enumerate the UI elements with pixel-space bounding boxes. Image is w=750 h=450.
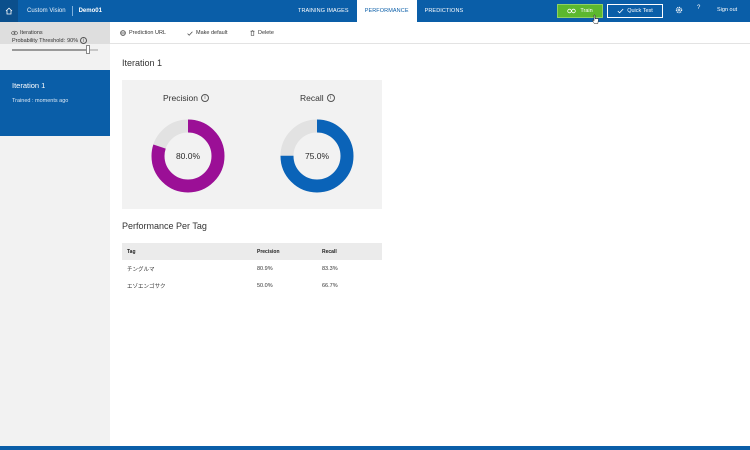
page-title: Iteration 1 [122, 58, 163, 68]
checkmark-icon [617, 8, 624, 14]
recall-cell: 66.7% [322, 282, 338, 289]
make-default-button[interactable]: Make default [187, 30, 228, 36]
tab-performance[interactable]: PERFORMANCE [356, 0, 417, 22]
recall-donut-chart [280, 119, 354, 193]
check-icon [187, 31, 193, 36]
per-tag-table: Tag Precision Recall チングルマ 80.9% 83.3% エ… [122, 243, 382, 294]
column-header-precision[interactable]: Precision [257, 248, 280, 255]
trash-icon [250, 30, 255, 36]
recall-label-text: Recall [300, 93, 324, 103]
precision-label: Precision i [163, 93, 209, 103]
make-default-label: Make default [196, 30, 228, 36]
bottom-border [0, 446, 750, 450]
header-separator [71, 6, 73, 16]
info-icon[interactable]: i [200, 94, 209, 102]
metrics-panel: Precision i Recall i 80.0% 75.0% [122, 80, 382, 209]
probability-threshold: Probability Threshold: 90% i [12, 37, 88, 44]
iteration-toolbar: Prediction URL Make default Delete [110, 22, 750, 44]
eye-icon [11, 30, 18, 36]
info-icon[interactable]: i [326, 94, 335, 102]
per-tag-section-title: Performance Per Tag [122, 221, 207, 231]
table-row: エゾエンゴサク 50.0% 66.7% [122, 277, 382, 294]
tag-cell: エゾエンゴサク [127, 283, 166, 290]
home-icon [5, 7, 13, 15]
info-icon[interactable]: i [80, 37, 88, 44]
precision-cell: 80.9% [257, 265, 273, 272]
threshold-slider-thumb[interactable] [86, 45, 91, 54]
precision-cell: 50.0% [257, 282, 273, 289]
table-header-row: Tag Precision Recall [122, 243, 382, 260]
train-label: Train [580, 8, 593, 14]
precision-value: 80.0% [175, 151, 201, 161]
iteration-trained-time: Trained : moments ago [12, 98, 69, 104]
precision-donut-chart [151, 119, 225, 193]
prediction-url-label: Prediction URL [129, 30, 166, 36]
tab-predictions[interactable]: PREDICTIONS [424, 8, 464, 14]
threshold-value: 90% [67, 37, 79, 44]
delete-button[interactable]: Delete [250, 30, 274, 36]
recall-donut-arc [280, 119, 354, 193]
iteration-title: Iteration 1 [12, 81, 46, 90]
settings-gear-icon[interactable] [675, 6, 683, 14]
threshold-label: Probability Threshold: [12, 37, 66, 44]
tag-cell: チングルマ [127, 266, 155, 273]
top-bar: Custom Vision Demo01 TRAINING IMAGES PER… [0, 0, 750, 22]
recall-cell: 83.3% [322, 265, 338, 272]
iteration-card[interactable]: Iteration 1 Trained : moments ago [0, 70, 110, 136]
iterations-header-label: Iterations [20, 30, 43, 36]
threshold-slider[interactable] [12, 45, 98, 54]
globe-icon [120, 30, 126, 36]
prediction-url-button[interactable]: Prediction URL [120, 30, 166, 36]
train-button[interactable]: Train [557, 4, 603, 18]
recall-label: Recall i [300, 93, 335, 103]
precision-donut-arc [151, 119, 225, 193]
app-name[interactable]: Custom Vision [27, 8, 66, 14]
precision-label-text: Precision [163, 93, 198, 103]
gears-icon [567, 8, 577, 14]
help-button[interactable]: ? [697, 5, 701, 11]
mouse-pointer-icon [592, 14, 599, 24]
sign-out-link[interactable]: Sign out [717, 7, 738, 13]
column-header-recall[interactable]: Recall [322, 248, 337, 255]
project-name[interactable]: Demo01 [78, 8, 102, 14]
table-row: チングルマ 80.9% 83.3% [122, 260, 382, 277]
column-header-tag[interactable]: Tag [127, 248, 136, 255]
threshold-slider-fill [12, 49, 90, 51]
delete-label: Delete [258, 30, 274, 36]
quick-test-label: Quick Test [627, 8, 653, 14]
main-tabs: TRAINING IMAGES PERFORMANCE PREDICTIONS [290, 0, 471, 22]
tab-training-images[interactable]: TRAINING IMAGES [298, 8, 349, 14]
home-button[interactable] [0, 0, 18, 22]
recall-value: 75.0% [304, 151, 330, 161]
quick-test-button[interactable]: Quick Test [607, 4, 663, 18]
